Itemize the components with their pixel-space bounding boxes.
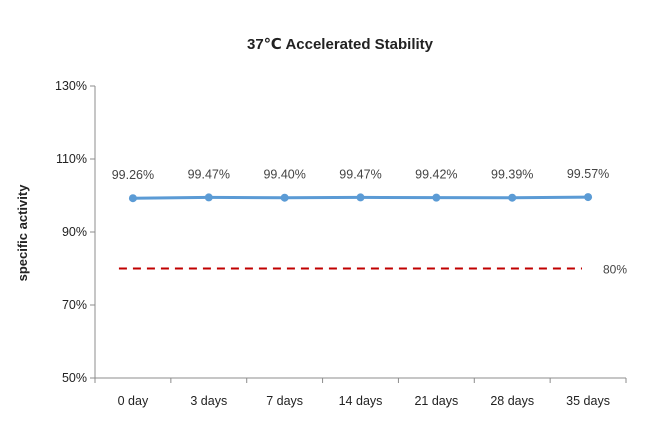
x-tick-label: 35 days [566,394,610,408]
data-label: 99.42% [415,168,457,182]
data-label: 99.39% [491,168,533,182]
data-point [356,193,365,202]
y-ticks: 50% 70% 90% 110% 130% [55,79,95,385]
y-tick-label: 90% [62,225,87,239]
x-tick-label: 7 days [266,394,303,408]
y-tick-label: 110% [56,152,87,166]
x-ticks: 0 day 3 days 7 days 14 days 21 days 28 days 35… [94,378,627,408]
data-point [280,193,289,202]
data-point [508,193,517,202]
data-label: 99.57% [567,167,609,181]
x-tick-label: 28 days [490,394,534,408]
data-label: 99.47% [188,167,230,181]
y-axis-label: specific activity [15,184,30,282]
reference-line-label: 80% [603,263,627,277]
y-tick-label: 130% [55,79,87,93]
data-point [128,194,137,203]
data-point [432,193,441,202]
data-label: 99.47% [339,167,381,181]
data-point [584,193,593,202]
data-label: 99.40% [263,168,305,182]
data-label: 99.26% [112,168,154,182]
y-tick-label: 70% [62,298,87,312]
x-tick-label: 0 day [118,394,149,408]
series-group: 99.26% 99.47% 99.40% 99.47% 99.42% 99.39% 99.5… [112,167,609,203]
y-tick-label: 50% [62,371,87,385]
x-tick-label: 21 days [414,394,458,408]
x-tick-label: 3 days [190,394,227,408]
chart-title: 37℃ Accelerated Stability [247,36,434,53]
reference-line-group: 80% [118,263,627,277]
x-tick-label: 14 days [339,394,383,408]
data-point [204,193,213,202]
